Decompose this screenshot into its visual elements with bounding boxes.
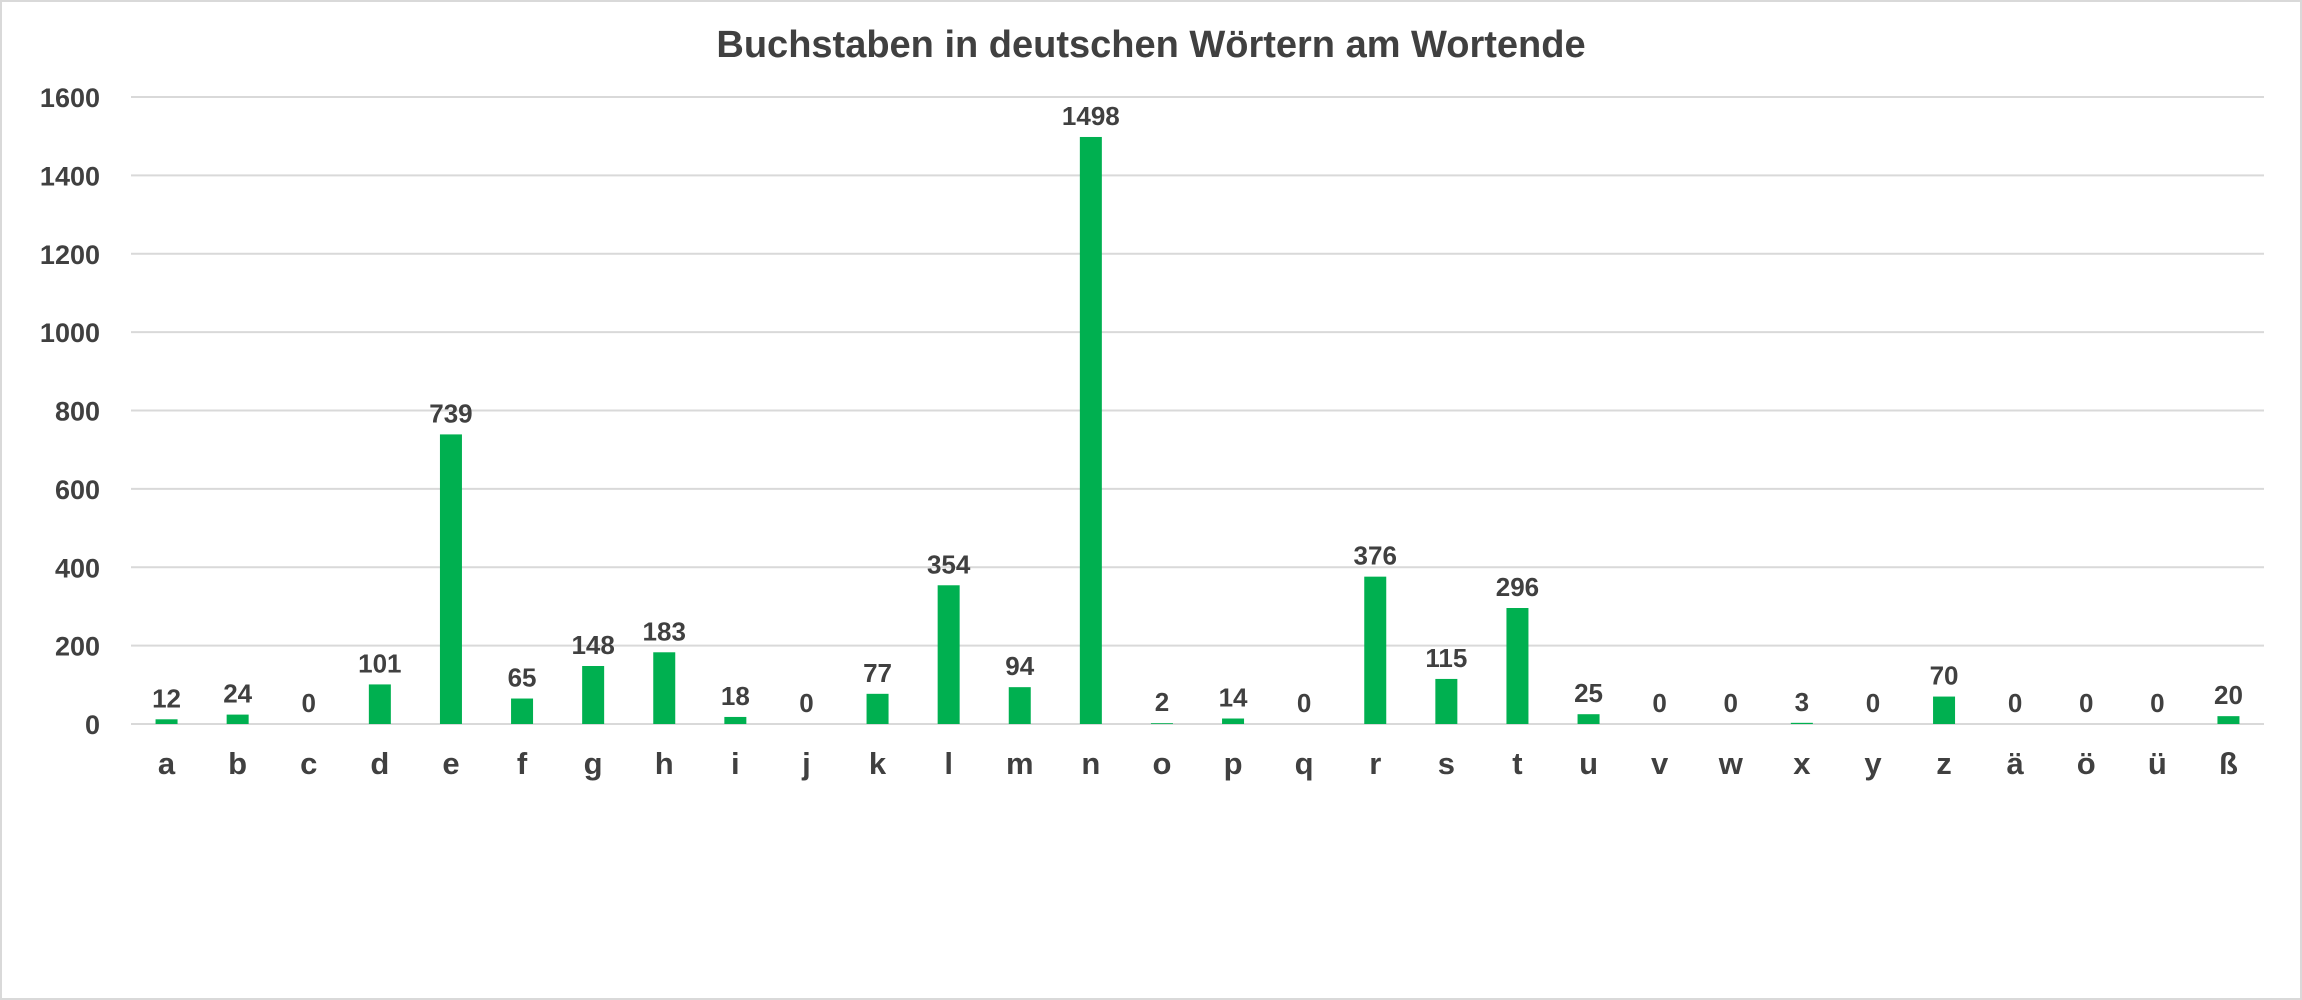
x-tick-label: r (1369, 746, 1381, 781)
y-tick-label: 1400 (40, 161, 100, 191)
data-label: 3 (1795, 687, 1809, 717)
data-label: 739 (429, 398, 472, 428)
data-label: 77 (863, 658, 892, 688)
bar-k (866, 693, 889, 724)
x-tick-label: v (1651, 746, 1669, 781)
bar-r (1364, 576, 1387, 724)
bar-u (1577, 714, 1600, 724)
data-label: 0 (1297, 688, 1311, 718)
data-label: 18 (721, 681, 750, 711)
bar-e (439, 434, 462, 724)
y-tick-label: 1600 (40, 83, 100, 113)
data-label: 0 (1724, 688, 1738, 718)
data-label: 101 (358, 648, 401, 678)
x-tick-label: m (1006, 746, 1034, 781)
data-label: 0 (2008, 688, 2022, 718)
y-tick-label: 200 (55, 632, 100, 662)
data-label: 0 (302, 688, 316, 718)
bar-m (1008, 687, 1031, 724)
x-tick-label: d (370, 746, 389, 781)
x-tick-label: z (1936, 746, 1952, 781)
x-tick-label: ü (2148, 746, 2167, 781)
bar-i (724, 716, 747, 724)
y-axis-ticks: 0 200 400 600 800 1000 1200 1400 1600 (40, 83, 100, 740)
bar-d (368, 684, 391, 724)
x-tick-label: p (1224, 746, 1243, 781)
y-tick-label: 0 (85, 710, 100, 740)
bar-l (937, 585, 960, 724)
bar-g (582, 666, 605, 724)
data-label: 20 (2214, 680, 2243, 710)
x-tick-label: i (731, 746, 740, 781)
bar-x (1790, 722, 1813, 724)
x-tick-label: u (1579, 746, 1598, 781)
x-tick-label: s (1438, 746, 1455, 781)
x-tick-label: j (801, 746, 811, 781)
x-tick-label: y (1864, 746, 1882, 781)
y-tick-label: 400 (55, 553, 100, 583)
gridlines (131, 96, 2264, 725)
data-label: 65 (508, 663, 537, 693)
data-labels: 12 24 0 101 739 65 148 183 18 0 77 354 94 1498 2 14 0 376… (152, 101, 2243, 718)
x-tick-label: w (1718, 746, 1744, 781)
data-label: 94 (1005, 651, 1034, 681)
y-tick-label: 600 (55, 475, 100, 505)
y-tick-label: 1200 (40, 240, 100, 270)
x-tick-label: l (944, 746, 953, 781)
data-label: 354 (927, 549, 971, 579)
data-label: 148 (571, 630, 614, 660)
x-tick-label: h (655, 746, 674, 781)
x-tick-label: k (869, 746, 887, 781)
bar-a (155, 719, 178, 724)
data-label: 12 (152, 683, 181, 713)
data-label: 115 (1425, 643, 1467, 673)
x-tick-label: a (158, 746, 176, 781)
data-label: 376 (1354, 541, 1397, 571)
data-label: 0 (2079, 688, 2093, 718)
bar-n (1079, 136, 1102, 724)
bar-p (1222, 718, 1245, 724)
data-label: 183 (643, 616, 686, 646)
x-tick-label: q (1295, 746, 1314, 781)
x-tick-label: b (228, 746, 247, 781)
bar-ß (2217, 716, 2240, 724)
y-tick-label: 1000 (40, 318, 100, 348)
bars (155, 136, 2240, 724)
x-tick-label: e (442, 746, 459, 781)
x-tick-label: g (584, 746, 603, 781)
bar-b (226, 714, 249, 724)
bar-f (511, 698, 534, 724)
data-label: 296 (1496, 572, 1539, 602)
x-tick-label: f (517, 746, 528, 781)
bar-h (653, 652, 676, 724)
data-label: 0 (799, 688, 813, 718)
x-tick-label: n (1081, 746, 1100, 781)
x-tick-label: t (1512, 746, 1522, 781)
y-tick-label: 800 (55, 397, 100, 427)
data-label: 70 (1930, 661, 1959, 691)
bar-s (1435, 678, 1458, 724)
bar-z (1933, 696, 1956, 724)
data-label: 0 (1866, 688, 1880, 718)
data-label: 0 (2150, 688, 2164, 718)
bar-t (1506, 608, 1529, 724)
chart-title: Buchstaben in deutschen Wörtern am Worte… (716, 24, 1585, 66)
data-label: 0 (1652, 688, 1666, 718)
x-tick-label: ß (2219, 746, 2238, 781)
data-label: 14 (1219, 683, 1248, 713)
x-tick-label: x (1793, 746, 1811, 781)
data-label: 24 (223, 679, 252, 709)
x-tick-label: ö (2077, 746, 2096, 781)
bar-o (1150, 723, 1173, 724)
data-label: 1498 (1062, 101, 1120, 131)
data-label: 25 (1574, 678, 1603, 708)
x-tick-label: ä (2007, 746, 2025, 781)
data-label: 2 (1155, 687, 1169, 717)
x-tick-label: c (300, 746, 317, 781)
x-tick-label: o (1152, 746, 1171, 781)
